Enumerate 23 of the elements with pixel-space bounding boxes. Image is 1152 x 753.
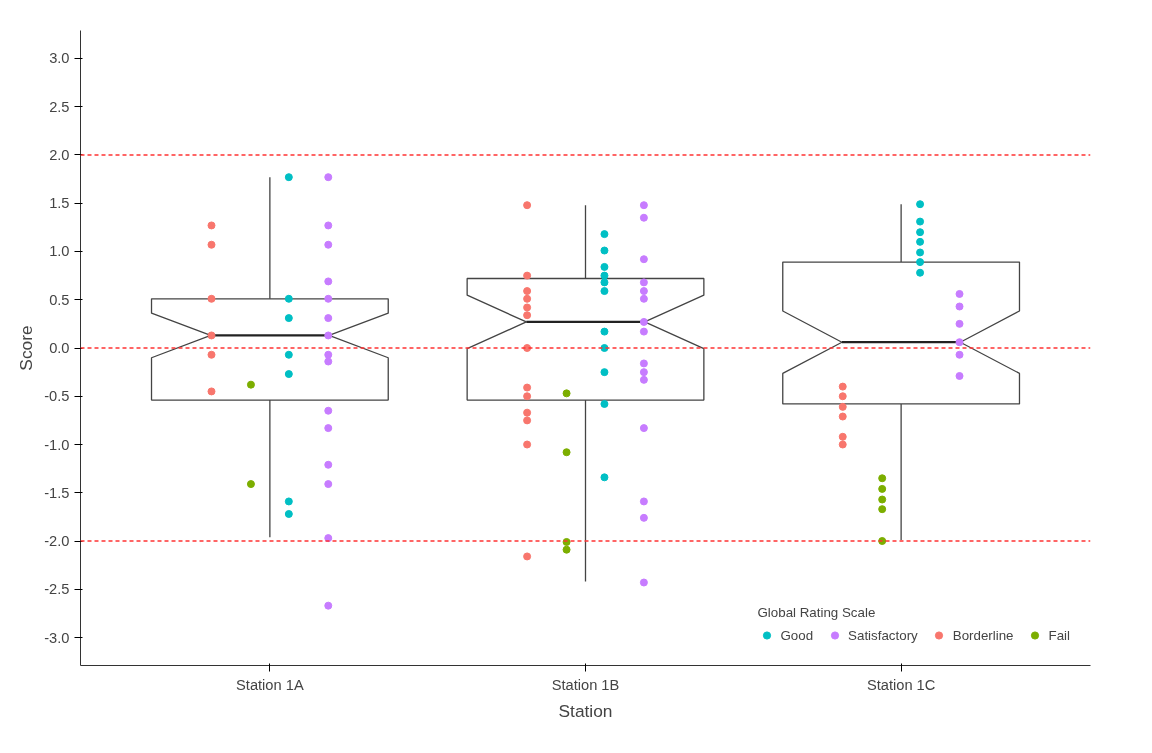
- y-tick-label: 2.0: [49, 146, 70, 163]
- y-axis-title: Score: [16, 325, 37, 371]
- x-tick-label: Station 1A: [236, 676, 304, 693]
- x-tick-label: Station 1B: [551, 676, 620, 693]
- y-tick-label: 1.0: [49, 243, 70, 260]
- x-axis-title: Station: [558, 700, 613, 721]
- y-tick-label: 1.5: [49, 195, 70, 212]
- legend-title: Global Rating Scale: [757, 605, 877, 620]
- y-tick-label: -2.5: [44, 581, 70, 598]
- y-tick-label: 0.0: [49, 340, 70, 356]
- y-tick-label: -2.0: [44, 533, 70, 550]
- y-tick-label: 2.5: [49, 98, 70, 115]
- y-tick-label: 3.0: [49, 50, 70, 67]
- y-tick-label: -1.5: [44, 484, 70, 501]
- legend-label: Satisfactory: [848, 627, 918, 643]
- y-tick-label: -1.0: [44, 436, 70, 453]
- x-tick-label: Station 1C: [866, 676, 936, 693]
- legend-label: Borderline: [952, 627, 1014, 643]
- y-tick-label: 0.5: [49, 291, 70, 308]
- legend-label: Good: [780, 627, 814, 643]
- y-tick-label: -3.0: [44, 629, 70, 646]
- y-tick-label: -0.5: [44, 388, 70, 405]
- legend-label: Fail: [1048, 627, 1070, 643]
